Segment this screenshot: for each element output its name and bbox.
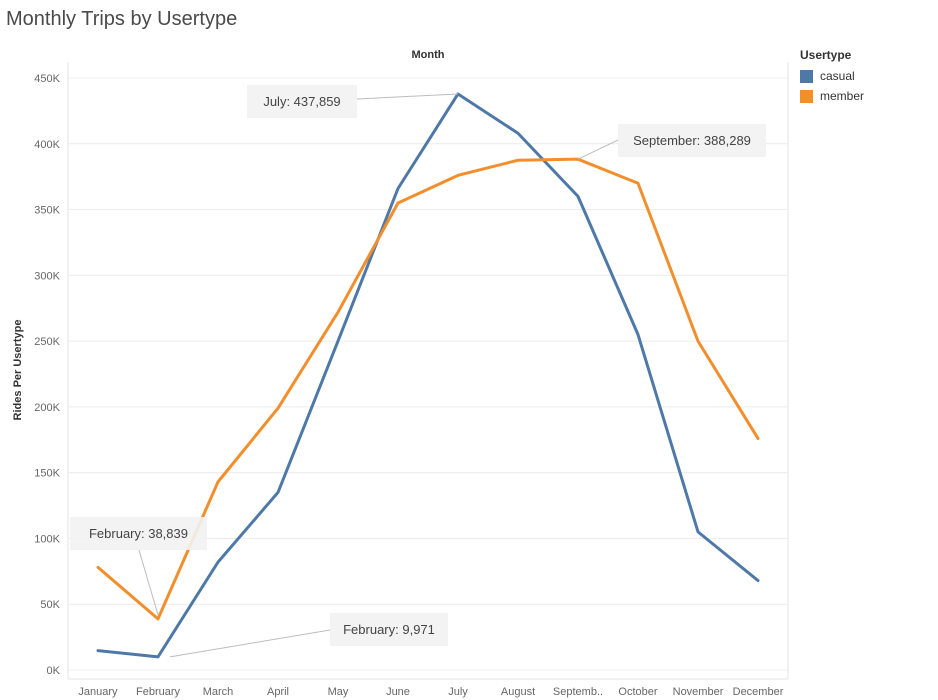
annotation-box [247, 85, 357, 118]
y-tick-label: 150K [34, 468, 60, 480]
x-tick-label: May [328, 686, 349, 698]
annotation-label: July: 437,859 [263, 94, 340, 109]
chart-title: Monthly Trips by Usertype [6, 8, 238, 30]
x-tick-label: November [673, 686, 724, 698]
legend-swatch-casual [800, 69, 813, 83]
x-tick-label: June [386, 686, 410, 698]
y-tick-label: 400K [34, 139, 60, 151]
annotation-label: February: 9,971 [343, 622, 435, 637]
x-tick-label: December [733, 686, 784, 698]
annotation-box [70, 517, 207, 550]
annotation-box [330, 613, 448, 646]
x-tick-label: October [618, 686, 657, 698]
series-line-member[interactable] [96, 157, 760, 621]
annotation-box [618, 124, 766, 157]
y-tick-label: 50K [40, 599, 60, 611]
y-tick-label: 0K [47, 665, 61, 677]
y-tick-label: 300K [34, 270, 60, 282]
x-axis-title: Month [412, 49, 445, 61]
legend-swatch-member [800, 89, 813, 103]
x-tick-label: Septemb.. [553, 686, 603, 698]
annotation-leader [138, 549, 159, 616]
y-axis-title: Rides Per Usertype [12, 320, 24, 421]
legend-label-casual: casual [820, 69, 855, 83]
x-tick-label: February [136, 686, 181, 698]
y-tick-label: 100K [34, 533, 60, 545]
x-tick-label: August [501, 686, 535, 698]
legend-label-member: member [820, 89, 865, 103]
x-tick-label: January [78, 686, 118, 698]
legend: Usertype casual member [800, 48, 864, 106]
legend-item-casual[interactable]: casual [800, 66, 864, 86]
annotation-leader [169, 629, 331, 658]
y-tick-label: 200K [34, 402, 60, 414]
x-tick-label: July [448, 686, 468, 698]
legend-title: Usertype [800, 48, 852, 62]
annotation-leader [356, 93, 459, 100]
y-tick-label: 350K [34, 205, 60, 217]
y-tick-label: 250K [34, 336, 60, 348]
annotation-label: February: 38,839 [89, 526, 188, 541]
series-line-casual[interactable] [96, 92, 760, 659]
y-tick-label: 450K [34, 73, 60, 85]
annotation-label: September: 388,289 [633, 133, 751, 148]
x-tick-label: April [267, 686, 289, 698]
x-tick-label: March [203, 686, 234, 698]
legend-item-member[interactable]: member [800, 86, 864, 106]
annotation-leader [577, 139, 619, 160]
